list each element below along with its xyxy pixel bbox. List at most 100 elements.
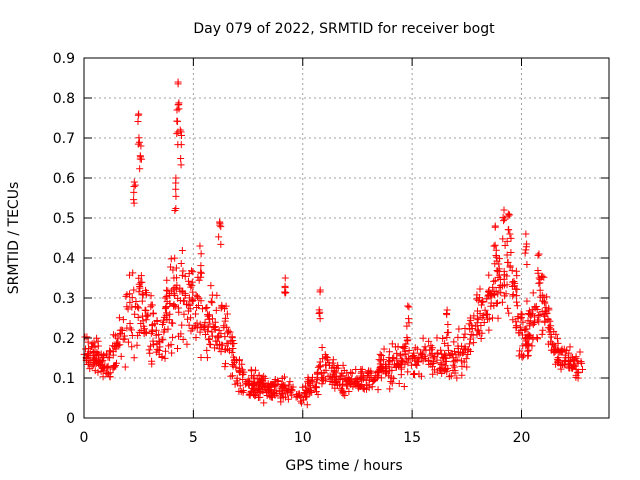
data-point — [328, 374, 336, 382]
data-point — [202, 330, 210, 338]
data-point — [385, 354, 393, 362]
data-point — [259, 383, 267, 391]
data-point — [382, 368, 390, 376]
data-point — [111, 362, 119, 370]
data-point — [501, 241, 509, 249]
data-point — [342, 382, 350, 390]
data-point — [524, 347, 532, 355]
data-point — [106, 354, 114, 362]
data-point — [513, 298, 521, 306]
data-point — [128, 343, 136, 351]
data-point — [328, 364, 336, 372]
data-point — [434, 350, 442, 358]
data-point — [117, 352, 125, 360]
data-point — [189, 296, 197, 304]
data-point — [241, 380, 249, 388]
data-point — [483, 310, 491, 318]
data-point — [451, 369, 459, 377]
data-point — [404, 368, 412, 376]
data-point — [122, 292, 130, 300]
data-point — [264, 383, 272, 391]
data-point — [495, 255, 503, 263]
data-point — [279, 390, 287, 398]
data-point — [297, 393, 305, 401]
data-point — [483, 295, 491, 303]
data-point — [178, 321, 186, 329]
data-point — [334, 376, 342, 384]
data-point — [551, 348, 559, 356]
data-point — [509, 290, 517, 298]
data-point — [450, 338, 458, 346]
data-point — [486, 291, 494, 299]
data-point — [115, 314, 123, 322]
data-point — [492, 251, 500, 259]
data-point — [518, 353, 526, 361]
data-point — [339, 390, 347, 398]
x-tick-label: 5 — [189, 430, 198, 446]
data-point — [116, 341, 124, 349]
data-point — [166, 292, 174, 300]
data-point — [303, 401, 311, 409]
data-point — [203, 346, 211, 354]
data-point — [316, 288, 324, 296]
data-point — [352, 365, 360, 373]
data-point — [408, 353, 416, 361]
data-point — [491, 260, 499, 268]
data-point — [539, 297, 547, 305]
data-point — [312, 383, 320, 391]
data-point — [427, 342, 435, 350]
data-point — [405, 319, 413, 327]
data-point — [178, 132, 186, 140]
data-point — [572, 371, 580, 379]
data-point — [369, 377, 377, 385]
data-point — [386, 385, 394, 393]
data-point — [217, 240, 225, 248]
data-point — [119, 316, 127, 324]
data-point — [177, 155, 185, 163]
data-point — [266, 392, 274, 400]
data-point — [228, 372, 236, 380]
data-point — [538, 330, 546, 338]
data-point — [255, 385, 263, 393]
data-point — [341, 392, 349, 400]
data-point — [535, 311, 543, 319]
data-point — [514, 313, 522, 321]
data-point — [189, 288, 197, 296]
data-point — [224, 327, 232, 335]
data-point — [130, 183, 138, 191]
data-point — [124, 305, 132, 313]
data-point — [256, 393, 264, 401]
data-point — [232, 363, 240, 371]
data-point — [316, 315, 324, 323]
data-point — [197, 297, 205, 305]
data-point — [444, 328, 452, 336]
data-point — [126, 298, 134, 306]
data-point — [193, 293, 201, 301]
data-point — [405, 303, 413, 311]
data-point — [205, 315, 213, 323]
data-point — [161, 326, 169, 334]
data-point — [230, 340, 238, 348]
data-point — [469, 331, 477, 339]
data-point — [188, 267, 196, 275]
data-point — [121, 363, 129, 371]
data-point — [474, 326, 482, 334]
data-point — [123, 324, 131, 332]
data-point — [418, 354, 426, 362]
data-point — [223, 310, 231, 318]
data-point — [186, 301, 194, 309]
data-point — [91, 367, 99, 375]
data-point — [87, 343, 95, 351]
data-point — [170, 301, 178, 309]
data-point — [539, 326, 547, 334]
data-point — [100, 352, 108, 360]
data-point — [470, 312, 478, 320]
data-point — [522, 230, 530, 238]
data-point — [316, 362, 324, 370]
grid-lines — [84, 58, 609, 418]
data-point — [249, 381, 257, 389]
data-point — [529, 333, 537, 341]
data-point — [449, 361, 457, 369]
data-point — [93, 334, 101, 342]
data-point — [388, 366, 396, 374]
